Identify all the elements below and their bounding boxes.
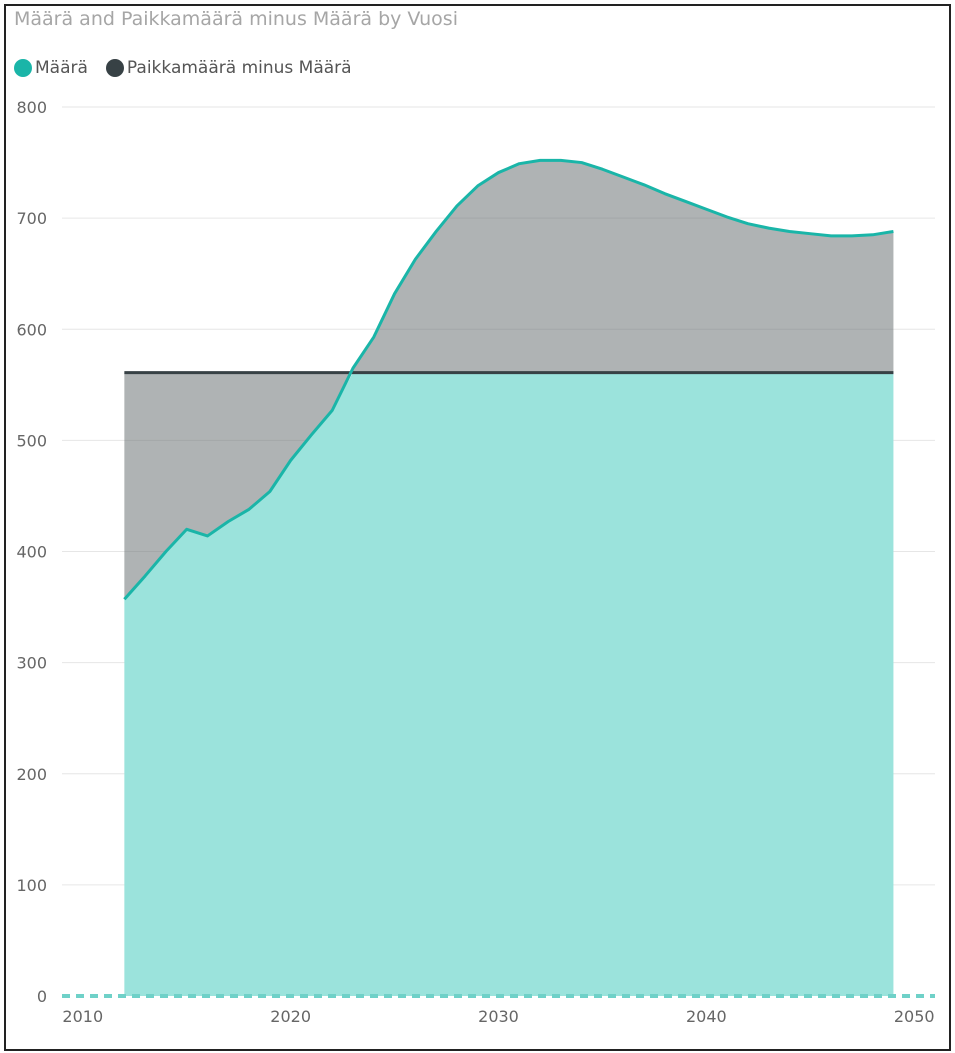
y-tick-label: 400 xyxy=(16,543,47,562)
x-tick-label: 2050 xyxy=(894,1007,935,1026)
y-tick-label: 300 xyxy=(16,654,47,673)
legend-dot-paikkamaara xyxy=(105,59,124,77)
legend-item-paikkamaara[interactable]: Paikkamäärä minus Määrä xyxy=(105,58,352,78)
legend-item-maara[interactable]: Määrä xyxy=(14,58,88,78)
chart-title: Määrä and Paikkamäärä minus Määrä by Vuo… xyxy=(14,8,458,30)
y-tick-label: 200 xyxy=(16,765,47,784)
area-paikkamaara xyxy=(124,160,894,600)
legend-label-maara: Määrä xyxy=(35,58,88,78)
chart-legend: Määrä Paikkamäärä minus Määrä xyxy=(14,58,370,78)
x-tick-label: 2030 xyxy=(478,1007,519,1026)
y-tick-label: 500 xyxy=(16,431,47,450)
x-axis-ticks: 2010 2020 2030 2040 2050 xyxy=(62,1007,934,1026)
legend-dot-maara xyxy=(14,59,32,77)
x-tick-label: 2010 xyxy=(62,1007,103,1026)
chart-areas xyxy=(124,160,894,996)
x-tick-label: 2040 xyxy=(686,1007,727,1026)
y-tick-label: 100 xyxy=(16,876,47,895)
x-tick-label: 2020 xyxy=(270,1007,311,1026)
line-maara xyxy=(123,158,894,601)
y-tick-label: 800 xyxy=(16,98,47,117)
legend-label-paikkamaara: Paikkamäärä minus Määrä xyxy=(126,58,352,78)
y-tick-label: 700 xyxy=(16,209,47,228)
chart-lines xyxy=(62,158,935,998)
y-tick-label: 600 xyxy=(16,320,47,339)
y-tick-label: 0 xyxy=(37,987,47,1006)
y-axis-ticks: 0 100 200 300 400 500 600 700 800 xyxy=(16,98,47,1006)
area-maara xyxy=(124,372,894,996)
